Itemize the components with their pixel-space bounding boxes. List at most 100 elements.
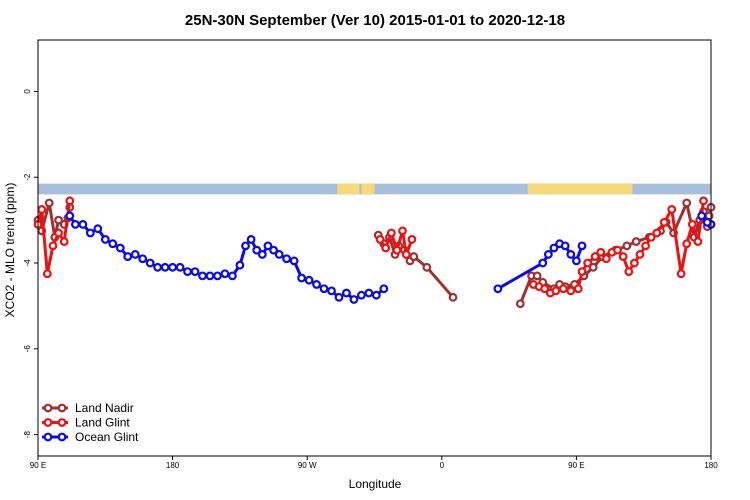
- data-point: [379, 284, 389, 294]
- data-point: [682, 198, 692, 208]
- data-point: [44, 198, 54, 208]
- data-point: [532, 271, 542, 281]
- data-point: [375, 235, 385, 244]
- data-point: [566, 286, 576, 296]
- series-land-glint: [33, 196, 708, 298]
- y-axis-ticks: 0 -2 -4 -6 -8: [23, 89, 38, 438]
- legend-marker: [43, 418, 53, 427]
- data-point: [85, 228, 95, 238]
- data-point: [699, 196, 708, 206]
- data-point: [407, 235, 417, 244]
- data-point: [577, 241, 587, 251]
- data-point: [693, 237, 703, 246]
- data-point: [573, 284, 583, 294]
- legend-marker: [57, 432, 67, 442]
- data-point: [566, 250, 576, 259]
- data-point: [641, 241, 650, 251]
- data-point: [515, 299, 525, 309]
- data-point: [228, 271, 237, 281]
- data-point: [560, 241, 570, 251]
- data-point: [590, 252, 600, 261]
- data-point: [175, 262, 185, 272]
- data-point: [448, 292, 458, 302]
- data-point: [54, 215, 63, 225]
- land-ocean-strip: [38, 183, 711, 195]
- land-band-2: [527, 183, 633, 195]
- data-point: [549, 243, 559, 253]
- data-point: [153, 262, 163, 272]
- y-tick-label: -2: [23, 173, 32, 181]
- data-point: [115, 243, 125, 253]
- legend-item: Land Glint: [42, 416, 130, 430]
- data-point: [138, 254, 148, 264]
- data-point: [631, 237, 641, 246]
- data-point: [540, 284, 550, 294]
- series-line: [376, 234, 455, 299]
- data-point: [624, 267, 634, 276]
- data-point: [37, 205, 47, 214]
- data-point: [676, 269, 686, 279]
- data-point: [342, 288, 351, 298]
- data-point: [274, 250, 284, 259]
- data-point: [235, 260, 245, 270]
- data-point: [70, 220, 80, 229]
- data-point: [401, 250, 411, 259]
- data-point: [42, 269, 52, 279]
- data-point: [558, 284, 568, 294]
- data-point: [392, 245, 402, 255]
- data-point: [205, 271, 215, 281]
- data-point: [304, 275, 314, 285]
- data-point: [646, 232, 656, 242]
- data-point: [588, 262, 598, 272]
- series-layer: [33, 196, 716, 309]
- legend-marker: [57, 403, 67, 413]
- data-point: [183, 267, 192, 276]
- data-point: [312, 280, 321, 289]
- data-point: [349, 295, 359, 304]
- data-point: [386, 228, 396, 238]
- data-point: [190, 267, 200, 276]
- legend-label: Ocean Glint: [75, 430, 139, 444]
- data-point: [622, 241, 632, 251]
- x-axis-ticks: 90 E 180 90 W 0 90 E 180: [30, 456, 718, 470]
- data-point: [629, 258, 639, 268]
- data-point: [687, 220, 697, 229]
- series-ocean-glint-east-: [702, 217, 712, 227]
- x-tick-label: 180: [166, 461, 180, 470]
- legend-marker: [57, 418, 67, 427]
- data-point: [93, 224, 103, 234]
- legend-label: Land Glint: [75, 416, 130, 430]
- data-point: [257, 250, 267, 259]
- data-point: [48, 241, 58, 251]
- x-tick-label: 0: [440, 461, 445, 470]
- data-point: [697, 211, 707, 221]
- data-point: [160, 262, 170, 272]
- data-point: [198, 271, 207, 281]
- data-point: [319, 284, 329, 294]
- legend-marker: [43, 403, 53, 413]
- data-point: [601, 254, 611, 264]
- y-tick-label: -8: [23, 430, 32, 438]
- legend-item: Land Nadir: [42, 401, 134, 415]
- data-point: [100, 235, 110, 244]
- land-band-0: [337, 183, 360, 195]
- x-tick-label: 90 E: [30, 461, 46, 470]
- data-point: [596, 247, 606, 257]
- y-tick-label: -6: [23, 345, 32, 353]
- data-point: [252, 245, 262, 255]
- data-point: [682, 239, 692, 249]
- data-point: [577, 267, 587, 276]
- data-point: [572, 256, 581, 266]
- data-point: [145, 258, 155, 268]
- data-point: [168, 262, 178, 272]
- x-axis-label: Longitude: [349, 477, 402, 491]
- x-tick-label: 180: [704, 461, 718, 470]
- data-point: [130, 250, 140, 259]
- data-point: [381, 243, 391, 253]
- data-point: [59, 237, 69, 246]
- data-point: [357, 290, 366, 300]
- data-point: [422, 262, 432, 272]
- data-point: [289, 256, 299, 266]
- data-point: [618, 252, 628, 261]
